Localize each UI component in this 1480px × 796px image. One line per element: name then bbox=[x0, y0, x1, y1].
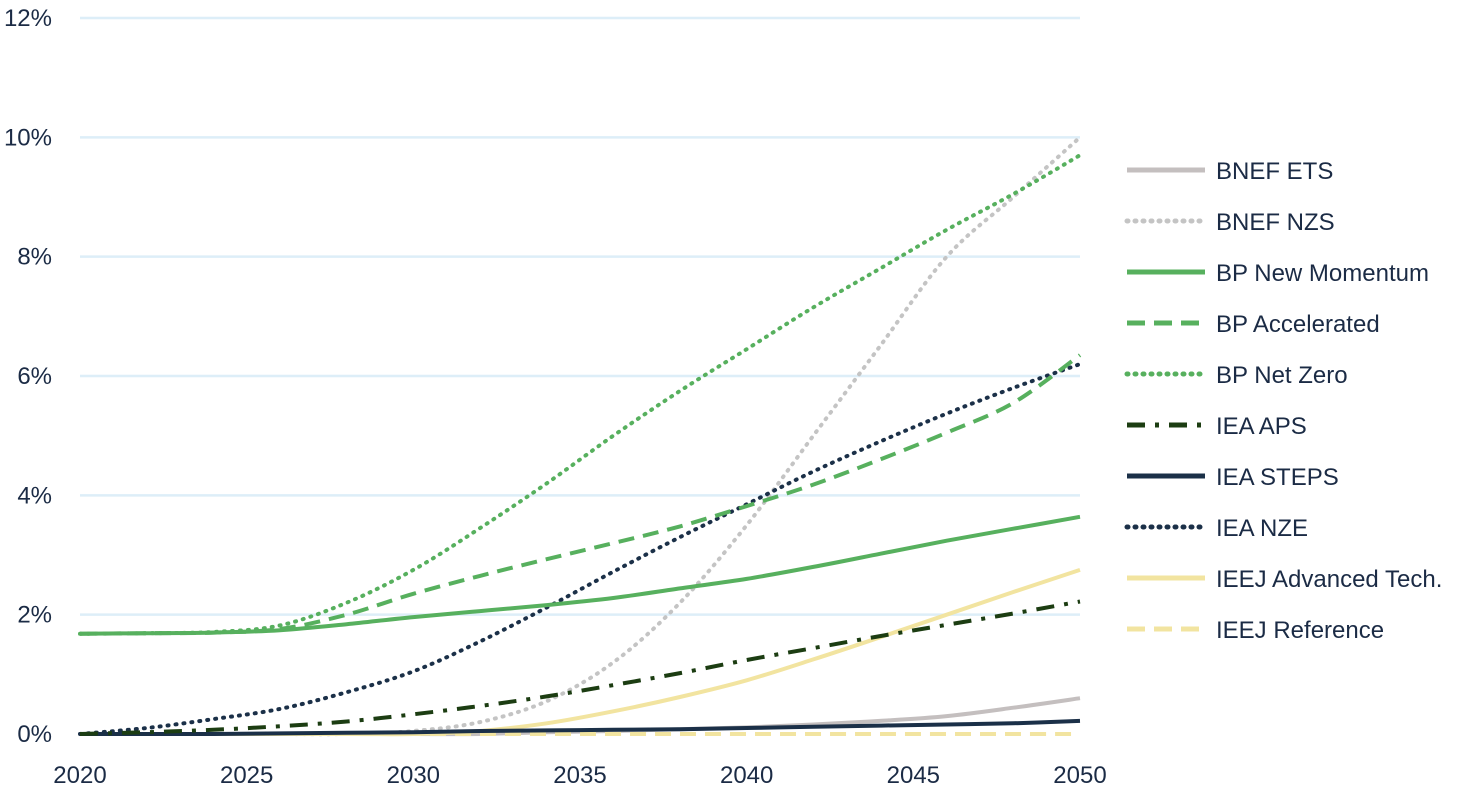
series-line-bp-accelerated bbox=[79, 353, 1082, 636]
legend: BNEF ETS BNEF NZS BP New Momentum BP Accele… bbox=[1124, 158, 1442, 644]
series-line-iea-aps bbox=[79, 599, 1081, 736]
series-line-bp-new-momentum bbox=[79, 514, 1081, 636]
series-line-iea-nze bbox=[78, 362, 1082, 736]
series-line-bnef-nzs bbox=[78, 135, 1082, 737]
legend-label-iea-nze: IEA NZE bbox=[1216, 515, 1308, 542]
legend-label-bnef-nzs: BNEF NZS bbox=[1216, 209, 1335, 236]
y-tick-label: 4% bbox=[17, 482, 52, 509]
y-tick-label: 12% bbox=[4, 5, 52, 32]
legend-label-bp-accelerated: BP Accelerated bbox=[1216, 311, 1380, 338]
y-tick-label: 2% bbox=[17, 602, 52, 629]
x-tick-label: 2030 bbox=[387, 762, 440, 789]
x-tick-label: 2050 bbox=[1053, 762, 1106, 789]
x-tick-label: 2040 bbox=[720, 762, 773, 789]
gridlines bbox=[80, 16, 1080, 616]
x-tick-label: 2035 bbox=[553, 762, 606, 789]
y-tick-label: 6% bbox=[17, 363, 52, 390]
x-tick-label: 2020 bbox=[53, 762, 106, 789]
legend-label-iea-steps: IEA STEPS bbox=[1216, 464, 1339, 491]
y-tick-label: 8% bbox=[17, 244, 52, 271]
series-line-ieej-advanced-tech bbox=[80, 568, 1081, 737]
legend-label-bp-net-zero: BP Net Zero bbox=[1216, 362, 1348, 389]
legend-label-bp-new-momentum: BP New Momentum bbox=[1216, 260, 1429, 287]
series-line-bp-net-zero bbox=[78, 153, 1082, 636]
legend-label-iea-aps: IEA APS bbox=[1216, 413, 1307, 440]
legend-label-bnef-ets: BNEF ETS bbox=[1216, 158, 1333, 185]
y-tick-label: 0% bbox=[17, 721, 52, 748]
x-tick-label: 2025 bbox=[220, 762, 273, 789]
x-axis: 2020 2025 2030 2035 2040 2045 2050 bbox=[53, 762, 1106, 789]
legend-label-ieej-advanced-tech: IEEJ Advanced Tech. bbox=[1216, 566, 1442, 593]
legend-label-ieej-reference: IEEJ Reference bbox=[1216, 617, 1384, 644]
series-line-iea-steps bbox=[80, 718, 1081, 737]
x-tick-label: 2045 bbox=[887, 762, 940, 789]
y-tick-label: 10% bbox=[4, 124, 52, 151]
series-lines bbox=[78, 135, 1082, 737]
y-axis: 0% 2% 4% 6% 8% 10% 12% bbox=[4, 5, 52, 748]
